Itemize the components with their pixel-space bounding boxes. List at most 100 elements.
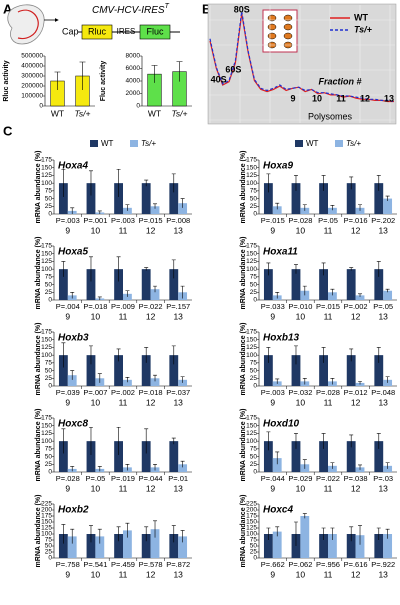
bar (328, 465, 337, 472)
error-bar (302, 459, 307, 469)
x-tick-label: 10 (296, 483, 306, 493)
bar (374, 183, 384, 214)
x-tick-label: 9 (270, 311, 275, 321)
x-tick-label: 9 (270, 225, 275, 235)
bar (58, 269, 68, 300)
bar (123, 293, 132, 300)
bar (114, 269, 123, 300)
bar (263, 183, 273, 214)
bar (169, 534, 179, 558)
y-tick-label: 50 (250, 367, 258, 374)
error-bar (385, 462, 390, 469)
y-tick-label: 50 (250, 281, 258, 288)
error-bar (116, 348, 121, 362)
x-tick-label: 10 (296, 225, 306, 235)
x-tick-label: 13 (173, 483, 183, 493)
x-tick-label: 11 (324, 569, 333, 579)
y-axis-label: mRNA abundance (%) (35, 237, 42, 310)
y-tick-label: 100000 (21, 93, 43, 100)
error-bar (180, 198, 185, 208)
legend-label: Ts/+ (346, 139, 361, 148)
p-value: P=.022 (316, 474, 340, 483)
error-bar (144, 428, 149, 454)
bar (383, 198, 393, 214)
p-value: P=.01 (168, 474, 188, 483)
y-axis-label: mRNA abundance (%) (35, 409, 42, 482)
error-bar (176, 61, 183, 82)
x-tick-label: 12 (351, 483, 361, 493)
bar (141, 183, 151, 214)
error-bar (330, 462, 335, 469)
p-value: P=.028 (288, 216, 312, 225)
error-bar (180, 376, 185, 383)
y-tick-label: 50 (45, 543, 53, 550)
y-tick-label: 100 (41, 266, 52, 273)
p-value: P=.003 (111, 216, 135, 225)
error-bar (275, 378, 280, 384)
p-value: P=.004 (56, 302, 80, 311)
p-value: P=.922 (371, 560, 395, 569)
y-tick-label: 50 (45, 453, 53, 460)
y-tick-label: 100 (246, 266, 257, 273)
error-bar (330, 288, 335, 296)
bar (114, 355, 123, 386)
error-bar (144, 179, 149, 187)
p-value: P=.05 (373, 302, 393, 311)
chart-title: Hoxb13 (263, 333, 300, 344)
error-bar (88, 345, 93, 365)
error-bar (54, 71, 61, 90)
y-tick-label: 100 (41, 531, 52, 538)
bar (141, 441, 151, 472)
error-bar (171, 259, 176, 279)
fraction-label: 10 (312, 93, 322, 103)
fluc-label: Fluc (146, 26, 164, 36)
bar (263, 269, 273, 300)
y-tick-label: 125 (41, 258, 52, 265)
bar (319, 183, 328, 214)
y-tick-label: 125 (246, 344, 257, 351)
bar (328, 292, 337, 300)
y-tick-label: 125 (41, 172, 52, 179)
y-tick-label: 125 (246, 258, 257, 265)
legend-swatch (90, 140, 98, 147)
p-value: P=.062 (288, 560, 312, 569)
y-tick-label: 0 (253, 383, 257, 390)
error-bar (349, 267, 354, 271)
fraction-label: 11 (336, 93, 346, 103)
error-bar (349, 526, 354, 542)
y-axis-label: mRNA abundance (%) (240, 237, 247, 310)
bar (272, 458, 282, 472)
y-tick-label: 100 (246, 531, 257, 538)
x-tick-label: 13 (173, 225, 183, 235)
tube-inset (262, 9, 298, 53)
bar (86, 269, 96, 300)
y-tick-label: 75 (250, 188, 258, 195)
x-tick-label: 12 (146, 569, 156, 579)
rluc-label: Rluc (88, 26, 107, 36)
y-tick-label: 125 (246, 172, 257, 179)
bar (263, 355, 273, 386)
x-tick-label: 9 (65, 569, 70, 579)
y-tick-label: 50 (45, 367, 53, 374)
p-value: P=.202 (371, 216, 395, 225)
error-bar (70, 370, 75, 380)
panel-label: C (3, 123, 13, 138)
p-value: P=.044 (261, 474, 285, 483)
annotation: 80S (234, 4, 250, 14)
error-bar (376, 261, 381, 277)
error-bar (293, 264, 298, 274)
y-tick-label: 75 (45, 274, 53, 281)
y-tick-label: 200 (246, 507, 257, 514)
x-tick-label: 11 (324, 397, 333, 407)
y-tick-label: 225 (41, 501, 52, 508)
p-value: P=.038 (344, 474, 368, 483)
legend-swatch (130, 140, 138, 147)
error-bar (61, 261, 66, 277)
error-bar (97, 210, 102, 214)
error-bar (385, 195, 390, 202)
x-tick-label: 9 (270, 483, 275, 493)
y-tick-label: 0 (48, 211, 52, 218)
error-bar (61, 428, 66, 454)
fraction-label: 9 (290, 93, 295, 103)
error-bar (376, 347, 381, 363)
